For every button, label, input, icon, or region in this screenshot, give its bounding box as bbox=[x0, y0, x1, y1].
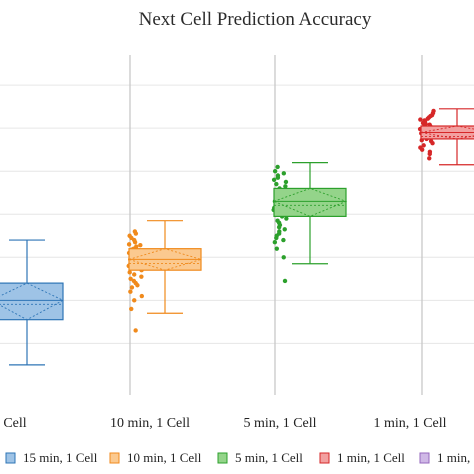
legend-label: 10 min, 1 Cell bbox=[127, 450, 202, 465]
data-point bbox=[275, 175, 281, 180]
box-iqr bbox=[0, 282, 64, 321]
data-point bbox=[427, 151, 432, 157]
box-series bbox=[271, 161, 348, 284]
legend-swatch bbox=[5, 452, 16, 464]
box-series bbox=[0, 239, 64, 366]
data-point bbox=[126, 242, 132, 247]
data-point bbox=[128, 289, 133, 294]
legend-label: 15 min, 1 Cell bbox=[23, 450, 98, 465]
data-point bbox=[132, 272, 137, 277]
data-point bbox=[272, 240, 278, 245]
data-point bbox=[127, 270, 132, 275]
data-point bbox=[283, 184, 288, 189]
legend-label: 5 min, 1 Cell bbox=[235, 450, 303, 465]
data-point bbox=[138, 243, 143, 248]
legend-swatch bbox=[217, 452, 228, 464]
data-point bbox=[282, 278, 288, 284]
data-point bbox=[284, 216, 289, 221]
legend-label: 1 min, 1 Cell bbox=[337, 450, 405, 465]
data-point bbox=[281, 237, 286, 243]
legend: 15 min, 1 Cell 10 min, 1 Cell 5 min, 1 Cel… bbox=[5, 450, 474, 465]
box-series bbox=[126, 220, 203, 333]
data-point bbox=[418, 117, 423, 122]
data-point bbox=[421, 143, 426, 148]
category-labels: Cell 10 min, 1 Cell 5 min, 1 Cell 1 min, 1 … bbox=[3, 416, 446, 431]
grid-layer bbox=[0, 55, 474, 395]
mean-diamond bbox=[127, 248, 203, 271]
legend-item: 1 min, 1 Cell bbox=[319, 450, 405, 465]
data-point bbox=[272, 169, 278, 174]
data-point bbox=[271, 177, 277, 183]
data-point bbox=[129, 285, 135, 290]
data-point bbox=[276, 224, 282, 230]
data-point bbox=[430, 141, 435, 146]
category-label: 10 min, 1 Cell bbox=[110, 416, 190, 431]
legend-item: 5 min, 1 Cell bbox=[217, 450, 303, 465]
category-label: Cell bbox=[3, 416, 26, 431]
data-point bbox=[133, 231, 139, 236]
data-point bbox=[133, 328, 138, 333]
legend-swatch bbox=[419, 452, 430, 464]
legend-item: 15 min, 1 Cell bbox=[5, 450, 98, 465]
data-point bbox=[283, 179, 289, 185]
data-point bbox=[281, 171, 287, 176]
data-point bbox=[135, 283, 140, 288]
legend-item: 10 min, 1 Cell bbox=[109, 450, 202, 465]
mean-diamond bbox=[272, 187, 348, 217]
data-point bbox=[275, 164, 280, 170]
data-point bbox=[139, 293, 144, 299]
legend-item: 1 min, 1 ... bbox=[419, 450, 474, 465]
data-point bbox=[274, 246, 279, 251]
category-label: 5 min, 1 Cell bbox=[243, 416, 316, 431]
chart-title: Next Cell Prediction Accuracy bbox=[139, 9, 372, 30]
data-point bbox=[281, 255, 286, 260]
data-point bbox=[128, 276, 133, 281]
data-point bbox=[427, 156, 432, 161]
data-point bbox=[132, 240, 138, 245]
box-series bbox=[417, 108, 474, 166]
legend-label: 1 min, 1 ... bbox=[437, 450, 474, 465]
plot-area bbox=[0, 108, 474, 366]
data-point bbox=[132, 298, 137, 303]
data-point bbox=[274, 181, 279, 187]
data-point bbox=[282, 227, 287, 232]
legend-swatch bbox=[319, 452, 330, 464]
data-point bbox=[129, 306, 134, 312]
data-point bbox=[139, 274, 144, 279]
legend-swatch bbox=[109, 452, 120, 464]
data-point bbox=[425, 116, 430, 121]
data-point bbox=[419, 147, 425, 152]
data-point bbox=[274, 235, 279, 241]
category-label: 1 min, 1 Cell bbox=[373, 416, 446, 431]
box-iqr bbox=[273, 187, 347, 217]
